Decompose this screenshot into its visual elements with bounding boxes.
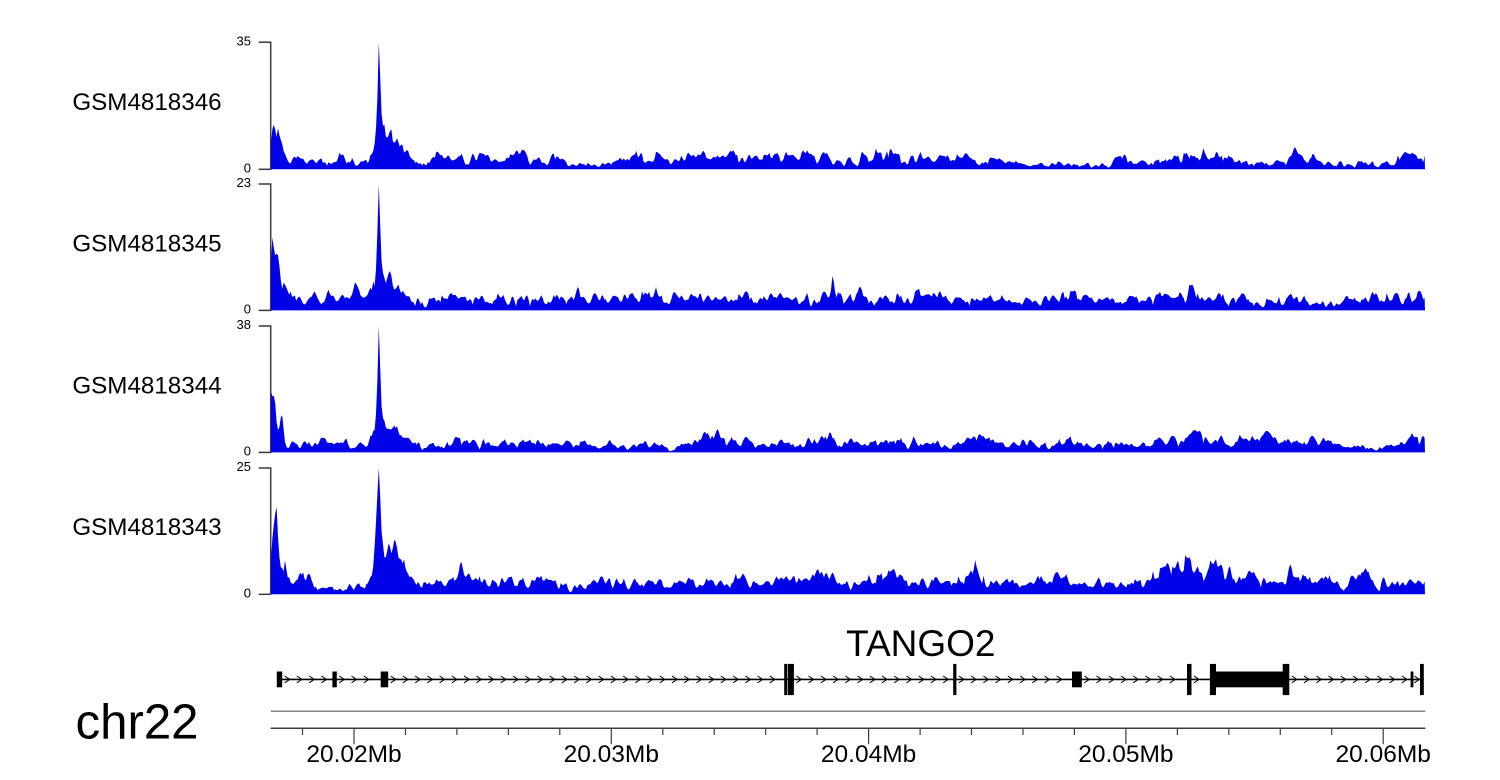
svg-text:0: 0 [244,161,251,176]
svg-text:20.03Mb: 20.03Mb [564,741,659,768]
svg-text:20.02Mb: 20.02Mb [306,741,401,768]
svg-text:0: 0 [244,586,251,601]
svg-text:TANGO2: TANGO2 [846,623,995,664]
svg-text:chr22: chr22 [76,694,199,749]
svg-text:20.06Mb: 20.06Mb [1336,741,1431,768]
svg-text:GSM4818345: GSM4818345 [72,230,221,257]
svg-text:20.05Mb: 20.05Mb [1078,741,1173,768]
svg-text:0: 0 [244,444,251,459]
svg-text:GSM4818346: GSM4818346 [72,89,221,116]
svg-text:35: 35 [237,33,251,48]
svg-text:0: 0 [244,302,251,317]
svg-text:25: 25 [237,459,251,474]
svg-text:38: 38 [237,317,251,332]
svg-text:20.04Mb: 20.04Mb [821,741,916,768]
svg-text:GSM4818343: GSM4818343 [72,514,221,541]
svg-text:23: 23 [237,175,251,190]
svg-text:GSM4818344: GSM4818344 [72,372,221,399]
